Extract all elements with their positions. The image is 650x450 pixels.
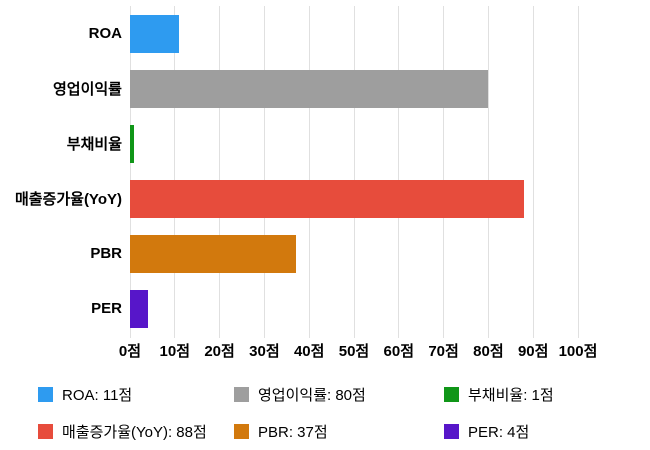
legend-swatch-icon — [234, 424, 249, 439]
legend-item[interactable]: 영업이익률: 80점 — [234, 384, 444, 405]
legend-item[interactable]: ROA: 11점 — [38, 384, 234, 405]
legend-item[interactable]: PBR: 37점 — [234, 421, 444, 442]
gridline — [443, 6, 445, 338]
category-label: 부채비율 — [66, 136, 122, 153]
category-label: 매출증가율(YoY) — [14, 191, 122, 208]
legend-label: 부채비율: 1점 — [468, 387, 554, 404]
gridline — [532, 6, 534, 338]
gridline — [487, 6, 489, 338]
gridline — [219, 6, 221, 338]
category-label: PER — [91, 300, 122, 317]
plot-area — [129, 6, 579, 338]
x-tick-label: 20점 — [204, 343, 235, 360]
bar-영업이익률[interactable] — [130, 70, 489, 108]
bar-PER[interactable] — [130, 290, 148, 328]
gridline — [174, 6, 176, 338]
legend-swatch-icon — [444, 424, 459, 439]
x-tick-label: 50점 — [338, 343, 370, 360]
bar-PBR[interactable] — [130, 235, 296, 273]
category-label: 영업이익률 — [52, 81, 122, 98]
bar-매출증가율(YoY)[interactable] — [130, 180, 525, 218]
x-tick-label: 70점 — [428, 343, 459, 360]
x-tick-label: 80점 — [473, 343, 504, 360]
category-label: ROA — [88, 25, 122, 42]
bar-ROA[interactable] — [130, 15, 180, 53]
legend-swatch-icon — [38, 387, 53, 402]
x-tick-label: 0점 — [118, 343, 142, 360]
gridline — [263, 6, 265, 338]
bar-부채비율[interactable] — [130, 125, 135, 163]
x-tick-label: 90점 — [517, 343, 549, 360]
x-tick-label: 30점 — [249, 343, 280, 360]
x-tick-label: 60점 — [383, 343, 415, 360]
gridline — [398, 6, 400, 338]
gridline — [577, 6, 579, 338]
legend-label: PER: 4점 — [468, 424, 530, 441]
gridline — [353, 6, 355, 338]
x-tick-label: 10점 — [159, 343, 191, 360]
legend-label: ROA: 11점 — [62, 387, 133, 404]
legend-swatch-icon — [234, 387, 249, 402]
legend-swatch-icon — [444, 387, 459, 402]
x-axis: 0점 10점 20점 30점 40점 50점 60점 70점 80점 90점 100점 — [119, 338, 597, 362]
legend-item[interactable]: PER: 4점 — [444, 421, 650, 442]
legend-label: 매출증가율(YoY): 88점 — [62, 424, 207, 441]
legend-item[interactable]: 부채비율: 1점 — [444, 384, 650, 405]
gridline — [308, 6, 310, 338]
category-label: PBR — [90, 245, 122, 262]
legend-item[interactable]: 매출증가율(YoY): 88점 — [38, 421, 234, 442]
x-tick-label: 100점 — [558, 343, 598, 360]
gridline — [129, 6, 131, 338]
legend-swatch-icon — [38, 424, 53, 439]
legend-label: 영업이익률: 80점 — [258, 387, 366, 404]
legend-label: PBR: 37점 — [258, 424, 328, 441]
x-tick-label: 40점 — [293, 343, 325, 360]
